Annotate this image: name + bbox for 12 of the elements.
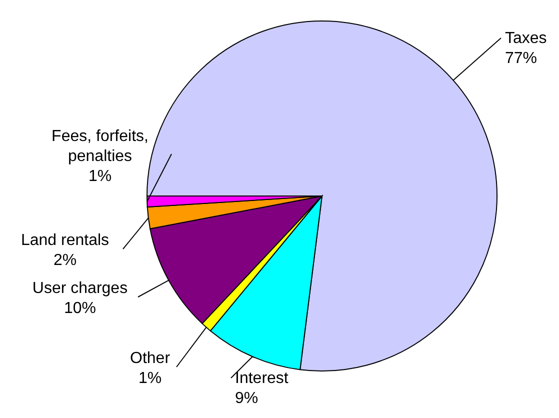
data-label: 1% [138,370,162,387]
data-label: 9% [235,390,258,407]
slice-label: Fees, forfeits, penalties [52,128,148,165]
slice-label: Land rentals [20,232,110,249]
data-label: 1% [88,168,112,185]
slice-label: Taxes [505,30,547,47]
data-label: 77% [505,50,538,67]
data-label: 2% [53,252,77,269]
data-label: 10% [64,300,96,317]
slice-label: Interest [235,370,289,387]
slice-label: Other [130,350,171,367]
slice-label: User charges [32,280,128,297]
